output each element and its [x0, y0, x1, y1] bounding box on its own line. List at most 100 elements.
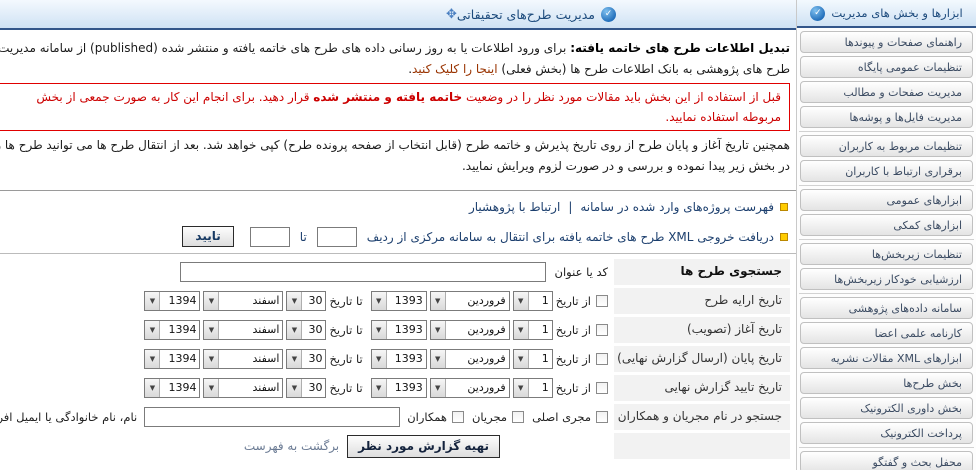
sidebar-item[interactable]: پرداخت الکترونیک [801, 422, 974, 444]
sidebar-item[interactable]: کارنامه علمی اعضا [801, 322, 974, 344]
sidebar-item[interactable]: ابزارهای کمکی [801, 214, 974, 236]
to-month-select[interactable]: اسفند ▼ [204, 320, 285, 340]
to-month-select[interactable]: اسفند ▼ [204, 291, 285, 311]
intro-body: برای ورود اطلاعات یا به روز رسانی داده ه… [0, 41, 791, 76]
sidebar-item[interactable]: بخش داوری الکترونیک [801, 397, 974, 419]
collaborators-checkbox[interactable] [452, 411, 465, 423]
chevron-down-icon: ▼ [288, 292, 304, 310]
chevron-down-icon: ▼ [288, 379, 304, 397]
from-year-value: 1393 [395, 352, 424, 365]
sidebar-item[interactable]: برقراری ارتباط با کاربران [801, 160, 974, 182]
people-row-label: جستجو در نام مجریان و همکاران [618, 409, 783, 423]
here-link[interactable]: اینجا را کلیک کنید [413, 62, 499, 76]
from-month-value: فروردین [468, 352, 507, 365]
search-title-row: جستجوی طرح ها کد یا عنوان [0, 259, 791, 285]
from-month-value: فروردین [468, 323, 507, 336]
to-day-select[interactable]: 30 ▼ [287, 349, 328, 369]
from-date-label: از تاریخ [556, 323, 592, 337]
to-year-select[interactable]: 1394 ▼ [145, 378, 202, 398]
chevron-down-icon: ▼ [431, 379, 447, 397]
from-month-select[interactable]: فروردین ▼ [430, 378, 511, 398]
sidebar-item[interactable]: مدیریت صفحات و مطالب [801, 81, 974, 103]
sidebar-item[interactable]: مدیریت فایل‌ها و پوشه‌ها [801, 106, 974, 128]
from-year-select[interactable]: 1393 ▼ [371, 349, 428, 369]
sidebar-item[interactable]: ارزشیابی خودکار زیربخش‌ها [801, 268, 974, 290]
date-filter-checkbox[interactable] [597, 324, 609, 336]
projects-list-link[interactable]: فهرست پروژه‌های وارد شده در سامانه [581, 200, 775, 214]
sidebar-item[interactable]: تنظیمات مربوط به کاربران [801, 135, 974, 157]
from-day-select[interactable]: 1 ▼ [513, 291, 554, 311]
from-day-value: 1 [542, 352, 550, 365]
date-filter-checkbox[interactable] [597, 382, 609, 394]
from-year-select[interactable]: 1393 ▼ [371, 320, 428, 340]
people-controls: مجری اصلی مجریان همکاران نام، نام خانواد… [0, 404, 615, 430]
back-to-list-link[interactable]: برگشت به فهرست [244, 439, 341, 453]
principal-checkbox[interactable] [597, 411, 609, 423]
date-filter-row: تاریخ آغاز (تصویب) از تاریخ 1 ▼ فروردین … [0, 317, 791, 343]
from-month-select[interactable]: فروردین ▼ [430, 320, 511, 340]
to-month-value: اسفند [253, 294, 281, 307]
chevron-down-icon: ▼ [146, 292, 162, 310]
to-day-value: 30 [309, 323, 324, 336]
date-filter-checkbox[interactable] [597, 295, 609, 307]
chevron-down-icon: ▼ [205, 379, 221, 397]
code-input[interactable] [180, 262, 547, 282]
sidebar-item[interactable]: ابزارهای عمومی [801, 189, 974, 211]
chevron-down-icon: ▼ [372, 321, 388, 339]
to-day-select[interactable]: 30 ▼ [287, 291, 328, 311]
sidebar-item[interactable]: ابزارهای XML مقالات نشریه [801, 347, 974, 369]
chevron-down-icon: ▼ [372, 292, 388, 310]
to-day-select[interactable]: 30 ▼ [287, 378, 328, 398]
from-year-select[interactable]: 1393 ▼ [371, 291, 428, 311]
to-month-select[interactable]: اسفند ▼ [204, 378, 285, 398]
date-row-label: تاریخ تایید گزارش نهایی [665, 380, 783, 394]
date-filter-checkbox[interactable] [597, 353, 609, 365]
managers-label[interactable]: مجریان [472, 410, 509, 424]
xml-export-link[interactable]: دریافت خروجی XML طرح های خاتمه یافته برا… [367, 229, 775, 244]
from-month-value: فروردین [468, 294, 507, 307]
chevron-down-icon: ▼ [431, 292, 447, 310]
people-name-input[interactable] [145, 407, 402, 427]
note-paragraph: همچنین تاریخ آغاز و پایان طرح از روی تار… [0, 138, 791, 173]
sidebar-group: سامانه داده‌های پژوهشی کارنامه علمی اعضا ا… [800, 293, 975, 444]
sidebar-item[interactable]: راهنمای صفحات و پیوندها [801, 31, 974, 53]
generate-report-button[interactable]: تهیه گزارش مورد نظر [348, 434, 501, 458]
confirm-button[interactable]: تایید [183, 226, 235, 247]
contact-pajooheshyar-link[interactable]: ارتباط با پژوهشیار [469, 200, 562, 214]
page-title-wrap: ✓ مدیریت طرح‌های تحقیقاتی [458, 6, 617, 22]
to-day-select[interactable]: 30 ▼ [287, 320, 328, 340]
to-month-select[interactable]: اسفند ▼ [204, 349, 285, 369]
search-title-controls: کد یا عنوان [0, 259, 615, 285]
intro-lead: تبدیل اطلاعات طرح های خاتمه یافته: [571, 41, 791, 55]
move-icon[interactable]: ✥ [446, 6, 458, 22]
from-month-select[interactable]: فروردین ▼ [430, 349, 511, 369]
to-year-select[interactable]: 1394 ▼ [145, 349, 202, 369]
sidebar-item[interactable]: سامانه داده‌های پژوهشی [801, 297, 974, 319]
from-date-label: از تاریخ [556, 294, 592, 308]
row-from-input[interactable] [317, 226, 358, 247]
managers-checkbox[interactable] [513, 411, 526, 423]
sidebar-header[interactable]: ابزارها و بخش های مدیریت ✓ [798, 0, 977, 28]
from-day-select[interactable]: 1 ▼ [513, 320, 554, 340]
from-month-select[interactable]: فروردین ▼ [430, 291, 511, 311]
to-month-value: اسفند [253, 381, 281, 394]
sidebar-group: ابزارهای عمومی ابزارهای کمکی [800, 185, 975, 236]
to-year-select[interactable]: 1394 ▼ [145, 291, 202, 311]
sidebar-item[interactable]: بخش طرح‌ها [801, 372, 974, 394]
people-search-row: جستجو در نام مجریان و همکاران مجری اصلی … [0, 404, 791, 430]
from-year-select[interactable]: 1393 ▼ [371, 378, 428, 398]
collaborators-label[interactable]: همکاران [408, 410, 448, 424]
date-row-controls: از تاریخ 1 ▼ فروردین ▼ 1393 ▼ تا تاریخ 3… [0, 288, 615, 314]
row-to-input[interactable] [250, 226, 291, 247]
sidebar-group: راهنمای صفحات و پیوندها تنظیمات عمومی پای… [800, 31, 975, 128]
warning-bold: خاتمه یافته و منتشر شده [314, 90, 464, 104]
to-date-label: تا تاریخ [330, 381, 364, 395]
sidebar-item[interactable]: محفل بحث و گفتگو [801, 451, 974, 470]
to-day-value: 30 [309, 294, 324, 307]
sidebar-item[interactable]: تنظیمات عمومی پایگاه [801, 56, 974, 78]
sidebar-item[interactable]: تنظیمات زیربخش‌ها [801, 243, 974, 265]
to-year-select[interactable]: 1394 ▼ [145, 320, 202, 340]
principal-label[interactable]: مجری اصلی [533, 410, 592, 424]
from-day-select[interactable]: 1 ▼ [513, 349, 554, 369]
from-day-select[interactable]: 1 ▼ [513, 378, 554, 398]
